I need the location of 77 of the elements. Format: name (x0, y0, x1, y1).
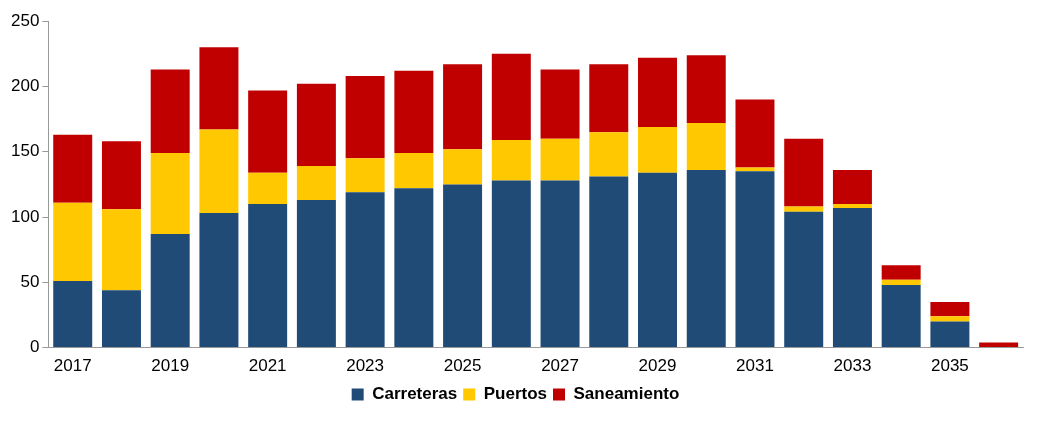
bar (443, 64, 483, 150)
bar (199, 129, 239, 214)
bar (735, 167, 775, 172)
legend-label: Carreteras (372, 384, 458, 404)
x-tick-label: 2017 (53, 356, 92, 376)
bar (101, 141, 141, 210)
bar (491, 53, 531, 141)
legend-label: Saneamiento (573, 384, 680, 404)
bar (53, 134, 93, 203)
bar (686, 170, 726, 348)
bar (881, 279, 921, 285)
bar (101, 209, 141, 291)
bar (296, 200, 336, 348)
x-tick-label: 2021 (248, 356, 287, 376)
bar (540, 69, 580, 139)
bar (101, 290, 141, 348)
bar (540, 180, 580, 348)
bar (53, 202, 93, 282)
x-tick-label: 2033 (833, 356, 872, 376)
bar (832, 207, 872, 348)
bar (248, 172, 288, 204)
bar (345, 192, 385, 348)
y-tick-label: 0 (29, 337, 40, 357)
bar (150, 153, 190, 235)
bar (491, 180, 531, 348)
bar (784, 206, 824, 212)
bar (443, 149, 483, 185)
bar (686, 123, 726, 171)
bar (394, 70, 434, 154)
x-tick-label: 2023 (346, 356, 385, 376)
bar (589, 176, 629, 348)
x-tick-label: 2035 (930, 356, 969, 376)
bar (930, 301, 970, 317)
bar (491, 140, 531, 181)
bar (832, 203, 872, 208)
bar (345, 76, 385, 159)
bar (248, 203, 288, 348)
bar (686, 55, 726, 124)
bar (979, 342, 1019, 348)
bar (735, 171, 775, 348)
y-tick-label: 50 (20, 272, 40, 292)
bar (296, 166, 336, 201)
bar (589, 64, 629, 133)
x-tick-label: 2031 (736, 356, 774, 376)
bar (345, 158, 385, 193)
y-tick-label: 200 (10, 76, 40, 96)
x-tick-label: 2027 (541, 356, 579, 376)
bar (53, 281, 93, 348)
bar (784, 138, 824, 207)
bar (199, 47, 239, 130)
bar (394, 188, 434, 348)
bar (930, 321, 970, 348)
bar (881, 284, 921, 348)
bar (150, 234, 190, 348)
bar (540, 138, 580, 181)
bar (638, 57, 677, 127)
y-tick-label: 250 (10, 10, 40, 30)
bar (296, 83, 336, 167)
bar (735, 99, 775, 168)
bar (443, 184, 483, 348)
bar (150, 69, 190, 154)
bar (589, 132, 629, 177)
x-tick-label: 2019 (151, 356, 190, 376)
bar (881, 265, 921, 280)
bar (930, 316, 970, 322)
bar (638, 172, 677, 348)
x-tick-label: 2025 (443, 356, 482, 376)
bar (199, 213, 239, 348)
bar (638, 126, 677, 173)
bar (394, 153, 434, 189)
bar (248, 90, 288, 173)
bar (784, 211, 824, 348)
legend-label: Puertos (483, 384, 548, 404)
bar (832, 170, 872, 204)
x-tick-label: 2029 (638, 356, 677, 376)
y-tick-label: 100 (10, 206, 40, 226)
y-tick-label: 150 (10, 141, 40, 161)
